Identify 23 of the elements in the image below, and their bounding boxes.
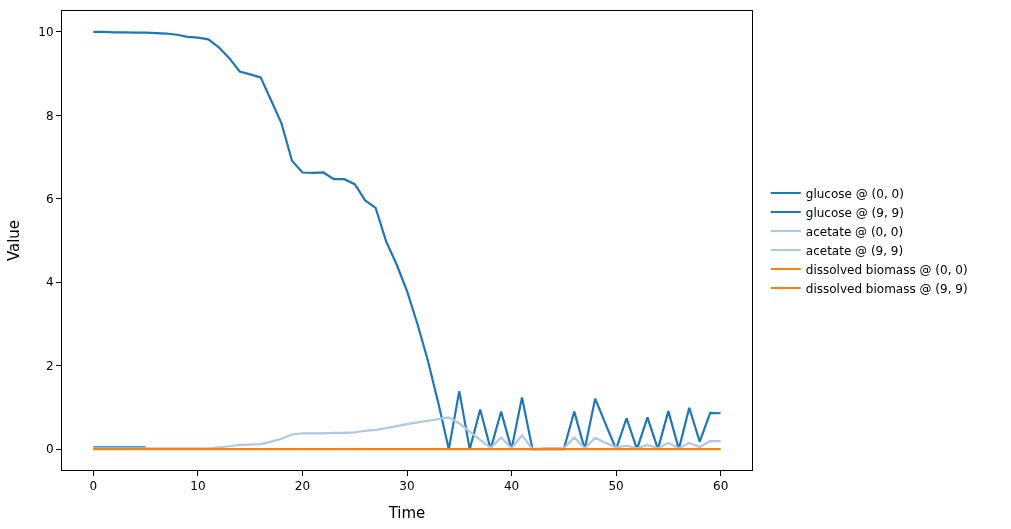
y-tick-label: 8 (45, 108, 54, 123)
legend-label: acetate @ (9, 9) (805, 243, 904, 258)
line-series (92, 30, 722, 451)
x-axis-title: Time (387, 504, 426, 523)
legend-label: dissolved biomass @ (9, 9) (805, 281, 968, 296)
y-tick-label: 6 (45, 191, 54, 206)
x-tick-label: 0 (89, 479, 98, 494)
x-tick-label: 10 (190, 479, 206, 494)
y-tick-label: 4 (45, 275, 54, 290)
legend-label: dissolved biomass @ (0, 0) (805, 262, 968, 277)
y-tick-label: 0 (45, 442, 54, 457)
x-tick-label: 50 (608, 479, 624, 494)
x-tick-label: 30 (399, 479, 415, 494)
x-tick-label: 60 (713, 479, 729, 494)
y-tick-label: 10 (38, 25, 54, 40)
legend-label: glucose @ (9, 9) (805, 205, 904, 220)
x-tick-label: 40 (503, 479, 520, 494)
legend-label: acetate @ (0, 0) (805, 224, 904, 239)
y-tick-label: 2 (45, 358, 54, 373)
x-tick-label: 20 (294, 479, 311, 494)
y-axis-title: Value (4, 219, 23, 262)
legend-label: glucose @ (0, 0) (805, 186, 904, 201)
line-series (92, 416, 722, 451)
